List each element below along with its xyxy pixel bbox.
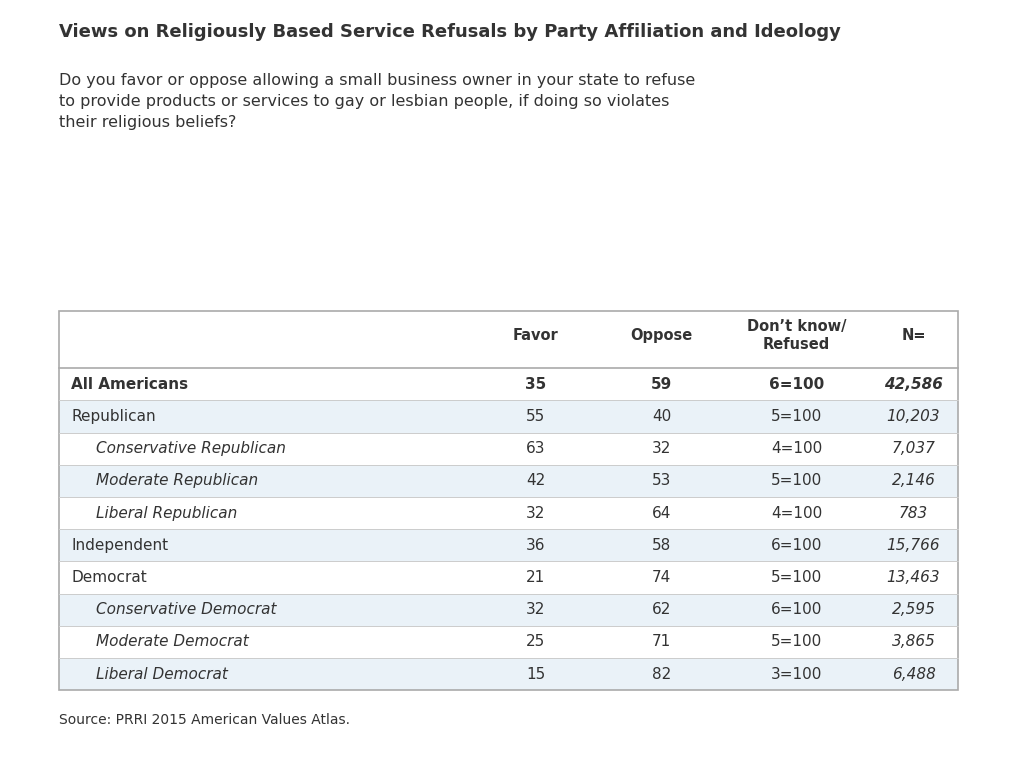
Text: 53: 53 — [652, 473, 672, 489]
FancyBboxPatch shape — [59, 594, 958, 626]
Text: 2,146: 2,146 — [892, 473, 936, 489]
FancyBboxPatch shape — [59, 561, 958, 594]
Text: 32: 32 — [526, 602, 546, 617]
Text: 5=100: 5=100 — [771, 473, 822, 489]
Text: Liberal Republican: Liberal Republican — [96, 505, 238, 521]
FancyBboxPatch shape — [59, 368, 958, 400]
FancyBboxPatch shape — [59, 465, 958, 497]
Text: 783: 783 — [899, 505, 928, 521]
Text: 7,037: 7,037 — [892, 441, 936, 456]
Text: 15,766: 15,766 — [887, 538, 940, 553]
Text: 74: 74 — [652, 570, 672, 585]
Text: 36: 36 — [526, 538, 546, 553]
FancyBboxPatch shape — [59, 626, 958, 658]
Text: Source: PRRI 2015 American Values Atlas.: Source: PRRI 2015 American Values Atlas. — [59, 713, 350, 727]
Text: 71: 71 — [652, 634, 672, 650]
Text: N=: N= — [901, 328, 926, 343]
Text: 13,463: 13,463 — [887, 570, 940, 585]
Text: 35: 35 — [525, 377, 547, 392]
Text: 40: 40 — [652, 409, 672, 424]
Text: Views on Religiously Based Service Refusals by Party Affiliation and Ideology: Views on Religiously Based Service Refus… — [59, 23, 841, 41]
Text: Do you favor or oppose allowing a small business owner in your state to refuse
t: Do you favor or oppose allowing a small … — [59, 73, 695, 130]
FancyBboxPatch shape — [59, 658, 958, 690]
FancyBboxPatch shape — [59, 400, 958, 433]
Text: 6,488: 6,488 — [892, 667, 936, 682]
Text: Don’t know/
Refused: Don’t know/ Refused — [746, 319, 847, 352]
Text: 64: 64 — [652, 505, 672, 521]
Text: 6=100: 6=100 — [771, 602, 822, 617]
Text: 15: 15 — [526, 667, 546, 682]
Text: Democrat: Democrat — [71, 570, 146, 585]
Text: 55: 55 — [526, 409, 546, 424]
Text: 3=100: 3=100 — [771, 667, 822, 682]
Text: Favor: Favor — [513, 328, 559, 343]
Text: 6=100: 6=100 — [769, 377, 824, 392]
Text: Independent: Independent — [71, 538, 168, 553]
Text: 32: 32 — [652, 441, 672, 456]
Text: 42: 42 — [526, 473, 546, 489]
Text: Moderate Republican: Moderate Republican — [96, 473, 258, 489]
Text: 5=100: 5=100 — [771, 570, 822, 585]
Text: 62: 62 — [652, 602, 672, 617]
Text: Conservative Democrat: Conservative Democrat — [96, 602, 276, 617]
Text: 3,865: 3,865 — [892, 634, 936, 650]
Text: 6=100: 6=100 — [771, 538, 822, 553]
Text: 59: 59 — [651, 377, 673, 392]
Text: 4=100: 4=100 — [771, 505, 822, 521]
FancyBboxPatch shape — [59, 497, 958, 529]
Text: All Americans: All Americans — [71, 377, 188, 392]
Text: Oppose: Oppose — [631, 328, 693, 343]
Text: 4=100: 4=100 — [771, 441, 822, 456]
Text: 10,203: 10,203 — [887, 409, 940, 424]
Text: 32: 32 — [526, 505, 546, 521]
FancyBboxPatch shape — [59, 433, 958, 465]
Text: 5=100: 5=100 — [771, 634, 822, 650]
Text: 2,595: 2,595 — [892, 602, 936, 617]
Text: Republican: Republican — [71, 409, 156, 424]
Text: Moderate Democrat: Moderate Democrat — [96, 634, 249, 650]
Text: 21: 21 — [526, 570, 546, 585]
Text: 5=100: 5=100 — [771, 409, 822, 424]
Text: 42,586: 42,586 — [884, 377, 943, 392]
Text: 63: 63 — [526, 441, 546, 456]
Text: Liberal Democrat: Liberal Democrat — [96, 667, 227, 682]
Text: 25: 25 — [526, 634, 546, 650]
FancyBboxPatch shape — [59, 529, 958, 561]
Text: 82: 82 — [652, 667, 672, 682]
Text: 58: 58 — [652, 538, 672, 553]
Text: Conservative Republican: Conservative Republican — [96, 441, 286, 456]
